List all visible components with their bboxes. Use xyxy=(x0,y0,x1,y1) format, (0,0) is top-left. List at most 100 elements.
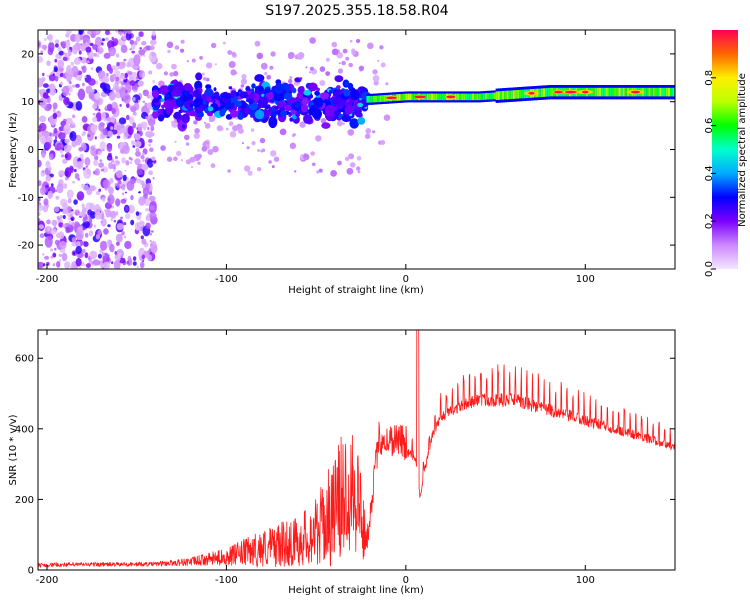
heatmap-blob xyxy=(55,43,59,48)
heatmap-blob xyxy=(124,169,127,172)
heatmap-blob xyxy=(129,80,136,86)
heatmap-blob xyxy=(160,109,164,113)
tone-line-segment xyxy=(545,88,549,97)
heatmap-blob xyxy=(309,101,314,106)
y-tick-label: 10 xyxy=(21,97,34,108)
heatmap-blob xyxy=(38,115,47,123)
heatmap-blob xyxy=(106,154,113,161)
heatmap-blob xyxy=(180,159,183,162)
heatmap-blob xyxy=(63,96,70,106)
tone-line-segment xyxy=(484,93,488,100)
heatmap-blob xyxy=(49,132,52,137)
heatmap-blob xyxy=(342,48,348,54)
heatmap-blob xyxy=(149,232,152,236)
heatmap-blob xyxy=(149,205,155,211)
heatmap-blob xyxy=(152,110,159,119)
heatmap-blob xyxy=(207,95,211,100)
tone-hotspot xyxy=(630,90,641,94)
heatmap-blob xyxy=(333,91,338,97)
heatmap-blob xyxy=(72,114,76,119)
heatmap-blob xyxy=(64,154,69,159)
heatmap-blob xyxy=(79,266,82,269)
y-tick-label: 0 xyxy=(28,566,34,577)
heatmap-blob xyxy=(78,50,82,55)
heatmap-blob xyxy=(312,162,316,167)
heatmap-blob xyxy=(316,170,320,174)
heatmap-blob xyxy=(126,61,131,68)
heatmap-blob xyxy=(119,31,123,36)
tone-hotspot xyxy=(582,90,589,94)
heatmap-blob xyxy=(294,170,297,173)
heatmap-blob xyxy=(82,226,86,231)
spectrogram-x-axis: -200 -100 0 100 xyxy=(36,30,595,285)
heatmap-blob xyxy=(95,191,101,196)
heatmap-blob xyxy=(194,128,200,134)
tone-line-segment xyxy=(437,93,441,101)
heatmap-blob xyxy=(140,235,144,240)
heatmap-blob xyxy=(69,85,72,88)
heatmap-blob xyxy=(108,162,114,170)
heatmap-blob xyxy=(167,49,171,54)
heatmap-blob xyxy=(181,124,186,129)
heatmap-blob xyxy=(137,123,143,129)
heatmap-blob xyxy=(268,160,272,164)
heatmap-blob xyxy=(121,186,126,191)
heatmap-blob xyxy=(56,183,64,194)
heatmap-blob xyxy=(171,120,175,124)
heatmap-blob xyxy=(63,183,68,189)
heatmap-blob xyxy=(67,217,71,221)
heatmap-blob xyxy=(102,128,108,136)
heatmap-blob xyxy=(62,52,66,55)
tone-line-segment xyxy=(667,87,671,97)
heatmap-blob xyxy=(237,127,244,134)
tone-line-segment xyxy=(396,94,400,101)
heatmap-blob xyxy=(269,65,274,70)
heatmap-blob xyxy=(94,36,103,48)
heatmap-blob xyxy=(106,72,109,77)
heatmap-blob xyxy=(120,198,127,204)
heatmap-blob xyxy=(135,176,137,179)
heatmap-blob xyxy=(38,261,45,269)
heatmap-blob xyxy=(347,129,355,136)
heatmap-blob xyxy=(244,107,251,115)
heatmap-blob xyxy=(126,260,130,265)
y-tick-label: 200 xyxy=(15,495,34,506)
heatmap-blob xyxy=(58,50,65,56)
heatmap-blob xyxy=(150,230,154,233)
heatmap-blob xyxy=(90,67,94,71)
heatmap-blob xyxy=(147,254,153,262)
heatmap-blob xyxy=(122,222,127,226)
heatmap-blob xyxy=(247,170,253,176)
heatmap-blob xyxy=(83,168,92,179)
tone-line-segment xyxy=(375,95,378,103)
heatmap-blob xyxy=(213,91,220,98)
heatmap-blob xyxy=(297,52,305,59)
tone-line-segment xyxy=(605,87,609,97)
heatmap-blob xyxy=(44,38,47,41)
heatmap-blob xyxy=(356,156,362,161)
heatmap-blob xyxy=(115,170,123,178)
heatmap-blob xyxy=(237,112,245,120)
tone-line-segment xyxy=(459,93,462,101)
heatmap-blob xyxy=(121,157,126,164)
heatmap-blob xyxy=(92,112,96,116)
heatmap-blob xyxy=(240,84,244,88)
heatmap-blob xyxy=(51,183,54,187)
heatmap-blob xyxy=(271,165,275,169)
heatmap-blob xyxy=(125,114,130,121)
heatmap-blob xyxy=(102,148,105,152)
heatmap-blob xyxy=(131,50,135,54)
heatmap-blob xyxy=(77,160,84,169)
y-tick-label: -20 xyxy=(18,241,34,252)
heatmap-blob xyxy=(69,131,77,142)
heatmap-blob xyxy=(228,86,233,90)
tone-line-segment xyxy=(491,92,495,100)
heatmap-blob xyxy=(85,46,92,53)
heatmap-blob xyxy=(42,92,49,99)
heatmap-blob xyxy=(246,146,250,150)
heatmap-blob xyxy=(45,184,49,188)
heatmap-blob xyxy=(293,133,296,136)
heatmap-blob xyxy=(328,89,333,94)
tone-line-segment xyxy=(663,87,667,97)
heatmap-blob xyxy=(231,51,236,57)
